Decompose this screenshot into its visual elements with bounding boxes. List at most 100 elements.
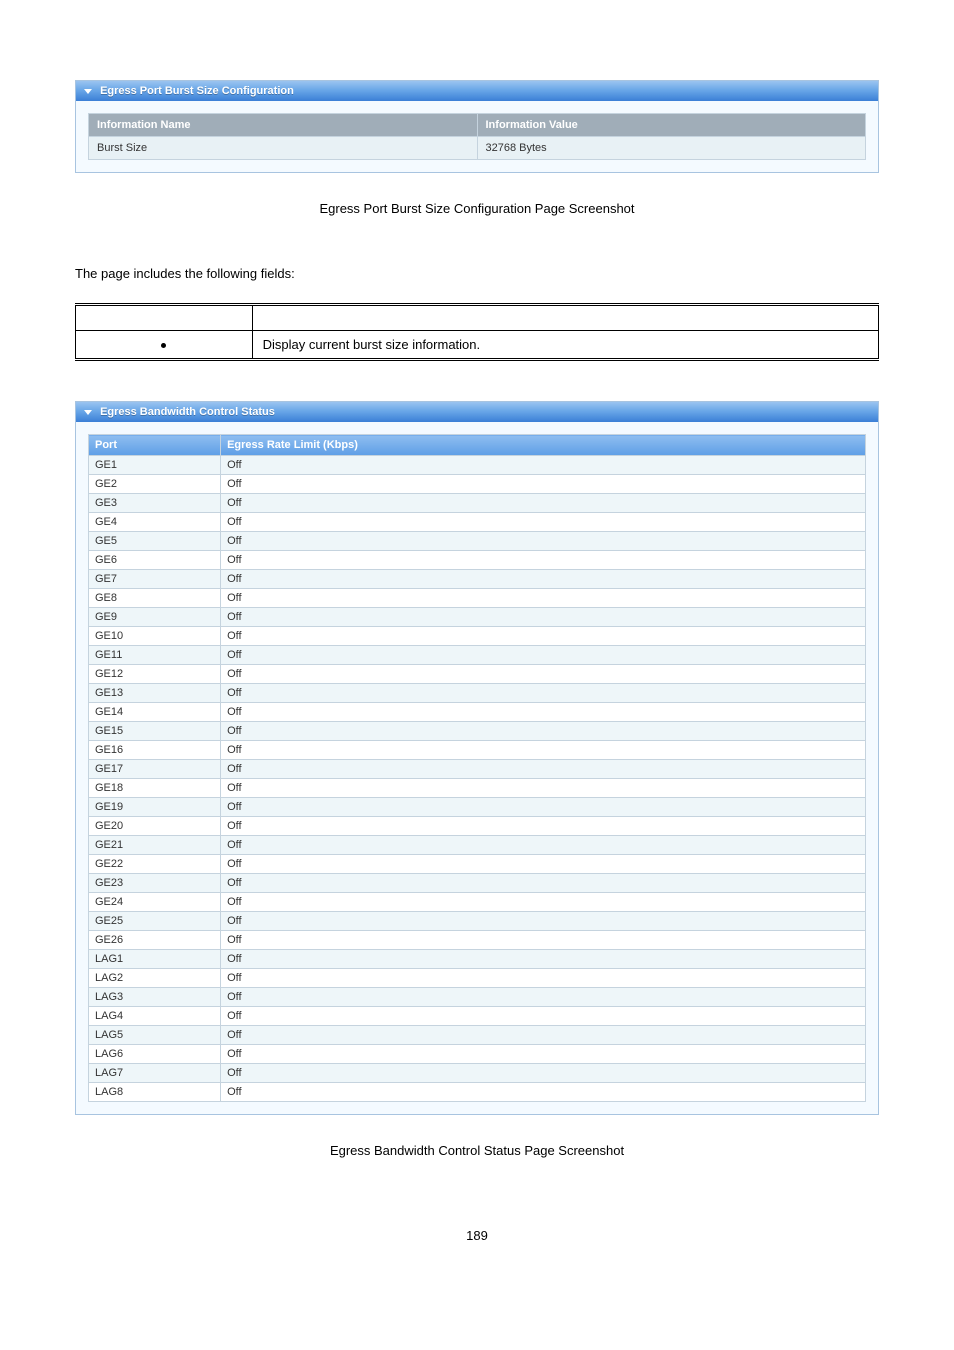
status-panel: Egress Bandwidth Control Status Port Egr…: [75, 401, 879, 1115]
table-row: LAG4Off: [89, 1007, 866, 1026]
table-row: GE17Off: [89, 760, 866, 779]
burst-size-panel-header[interactable]: Egress Port Burst Size Configuration: [76, 81, 878, 101]
rate-cell: Off: [221, 817, 866, 836]
status-table: Port Egress Rate Limit (Kbps) GE1OffGE2O…: [88, 434, 866, 1102]
port-cell: GE3: [89, 494, 221, 513]
table-row: GE23Off: [89, 874, 866, 893]
page-number: 189: [75, 1228, 879, 1243]
table-row: GE3Off: [89, 494, 866, 513]
table-row: GE22Off: [89, 855, 866, 874]
port-cell: GE12: [89, 665, 221, 684]
port-cell: GE22: [89, 855, 221, 874]
table-row: GE4Off: [89, 513, 866, 532]
rate-cell: Off: [221, 855, 866, 874]
col-port: Port: [89, 435, 221, 456]
table-row: GE21Off: [89, 836, 866, 855]
fields-row: Display current burst size information.: [76, 331, 879, 360]
rate-cell: Off: [221, 665, 866, 684]
port-cell: LAG7: [89, 1064, 221, 1083]
port-cell: GE21: [89, 836, 221, 855]
rate-cell: Off: [221, 475, 866, 494]
table-row: LAG5Off: [89, 1026, 866, 1045]
table-row: GE12Off: [89, 665, 866, 684]
port-cell: GE15: [89, 722, 221, 741]
port-cell: GE13: [89, 684, 221, 703]
port-cell: LAG3: [89, 988, 221, 1007]
rate-cell: Off: [221, 893, 866, 912]
table-row: GE7Off: [89, 570, 866, 589]
table-row: LAG1Off: [89, 950, 866, 969]
rate-cell: Off: [221, 456, 866, 475]
rate-cell: Off: [221, 760, 866, 779]
panel-title: Egress Port Burst Size Configuration: [100, 85, 294, 97]
port-cell: LAG5: [89, 1026, 221, 1045]
bullet-icon: [161, 343, 166, 348]
table-row: GE18Off: [89, 779, 866, 798]
burst-info-table: Information Name Information Value Burst…: [88, 113, 866, 160]
rate-cell: Off: [221, 722, 866, 741]
rate-cell: Off: [221, 779, 866, 798]
rate-cell: Off: [221, 1083, 866, 1102]
table-row: GE9Off: [89, 608, 866, 627]
port-cell: LAG1: [89, 950, 221, 969]
fields-table: Display current burst size information.: [75, 303, 879, 361]
status-panel-header[interactable]: Egress Bandwidth Control Status: [76, 402, 878, 422]
burst-size-panel-body: Information Name Information Value Burst…: [76, 101, 878, 172]
table-row: GE8Off: [89, 589, 866, 608]
rate-cell: Off: [221, 532, 866, 551]
rate-cell: Off: [221, 494, 866, 513]
rate-cell: Off: [221, 1026, 866, 1045]
port-cell: GE17: [89, 760, 221, 779]
table-row: GE15Off: [89, 722, 866, 741]
port-cell: GE18: [89, 779, 221, 798]
panel-title: Egress Bandwidth Control Status: [100, 406, 275, 418]
rate-cell: Off: [221, 608, 866, 627]
table-row: GE5Off: [89, 532, 866, 551]
rate-cell: Off: [221, 950, 866, 969]
port-cell: LAG8: [89, 1083, 221, 1102]
table-row: GE11Off: [89, 646, 866, 665]
table-row: LAG3Off: [89, 988, 866, 1007]
rate-cell: Off: [221, 741, 866, 760]
port-cell: GE5: [89, 532, 221, 551]
burst-size-panel: Egress Port Burst Size Configuration Inf…: [75, 80, 879, 173]
fields-desc-cell: Display current burst size information.: [252, 331, 878, 360]
table-row: Burst Size 32768 Bytes: [89, 137, 866, 160]
port-cell: GE25: [89, 912, 221, 931]
fields-bullet-cell: [76, 331, 253, 360]
rate-cell: Off: [221, 551, 866, 570]
rate-cell: Off: [221, 931, 866, 950]
rate-cell: Off: [221, 874, 866, 893]
port-cell: GE11: [89, 646, 221, 665]
port-cell: GE1: [89, 456, 221, 475]
port-cell: LAG2: [89, 969, 221, 988]
table-row: GE19Off: [89, 798, 866, 817]
rate-cell: Off: [221, 1007, 866, 1026]
rate-cell: Off: [221, 703, 866, 722]
caption-status: Egress Bandwidth Control Status Page Scr…: [75, 1143, 879, 1158]
burst-size-label: Burst Size: [89, 137, 478, 160]
rate-cell: Off: [221, 589, 866, 608]
table-row: GE20Off: [89, 817, 866, 836]
port-cell: GE7: [89, 570, 221, 589]
col-info-name: Information Name: [89, 114, 478, 137]
col-info-value: Information Value: [477, 114, 866, 137]
port-cell: LAG6: [89, 1045, 221, 1064]
rate-cell: Off: [221, 684, 866, 703]
port-cell: GE2: [89, 475, 221, 494]
col-rate: Egress Rate Limit (Kbps): [221, 435, 866, 456]
port-cell: GE14: [89, 703, 221, 722]
table-row: LAG7Off: [89, 1064, 866, 1083]
table-row: GE6Off: [89, 551, 866, 570]
table-header-row: Port Egress Rate Limit (Kbps): [89, 435, 866, 456]
table-row: GE14Off: [89, 703, 866, 722]
caption-burst: Egress Port Burst Size Configuration Pag…: [75, 201, 879, 216]
fields-header-object: [76, 305, 253, 331]
port-cell: GE9: [89, 608, 221, 627]
port-cell: GE23: [89, 874, 221, 893]
port-cell: LAG4: [89, 1007, 221, 1026]
port-cell: GE20: [89, 817, 221, 836]
port-cell: GE24: [89, 893, 221, 912]
table-row: GE25Off: [89, 912, 866, 931]
rate-cell: Off: [221, 570, 866, 589]
